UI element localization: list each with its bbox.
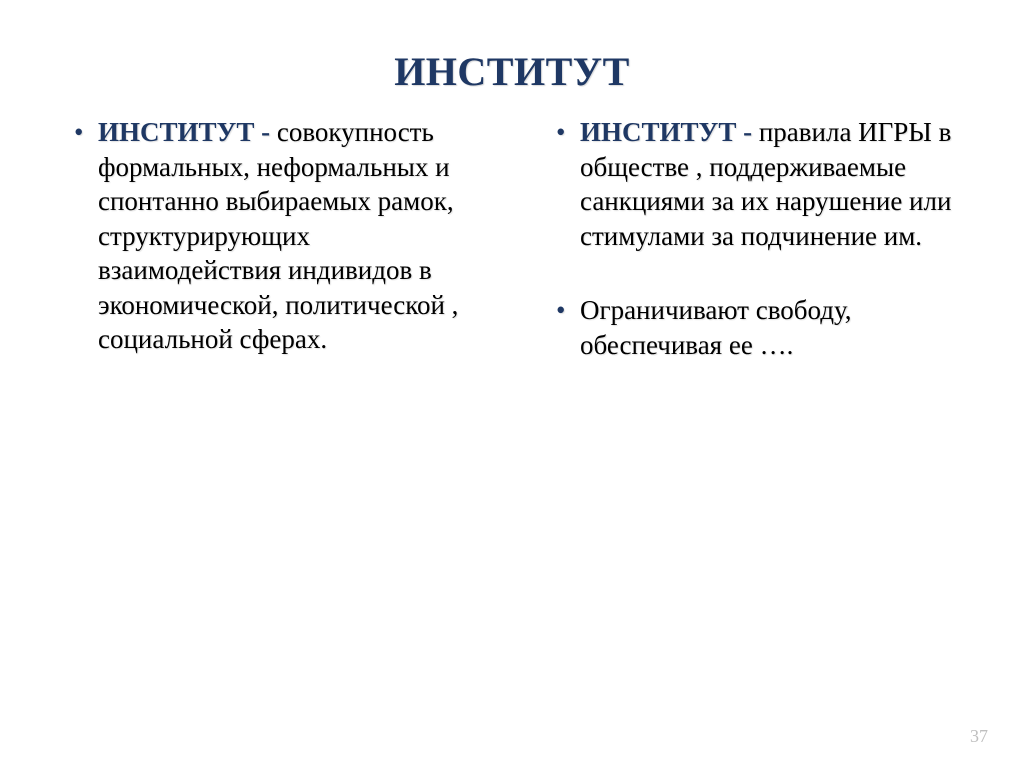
page-number: 37 (970, 726, 988, 747)
slide-title: ИНСТИТУТ (0, 0, 1024, 115)
left-list: ИНСТИТУТ - совокупность формальных, нефо… (70, 115, 472, 357)
left-column: ИНСТИТУТ - совокупность формальных, нефо… (70, 115, 472, 402)
list-item-text: совокупность формальных, неформальных и … (98, 117, 458, 354)
list-item-lead: ИНСТИТУТ - (98, 117, 277, 147)
slide: ИНСТИТУТ ИНСТИТУТ - совокупность формаль… (0, 0, 1024, 767)
right-column: ИНСТИТУТ - правила ИГРЫ в обществе , под… (552, 115, 954, 402)
list-item: Ограничивают свободу, обеспечивая ее …. (552, 293, 954, 362)
list-item: ИНСТИТУТ - совокупность формальных, нефо… (70, 115, 472, 357)
list-item: ИНСТИТУТ - правила ИГРЫ в обществе , под… (552, 115, 954, 253)
list-item-text: Ограничивают свободу, обеспечивая ее …. (580, 295, 852, 360)
content-columns: ИНСТИТУТ - совокупность формальных, нефо… (0, 115, 1024, 402)
right-list: ИНСТИТУТ - правила ИГРЫ в обществе , под… (552, 115, 954, 362)
list-item-lead: ИНСТИТУТ - (580, 117, 759, 147)
